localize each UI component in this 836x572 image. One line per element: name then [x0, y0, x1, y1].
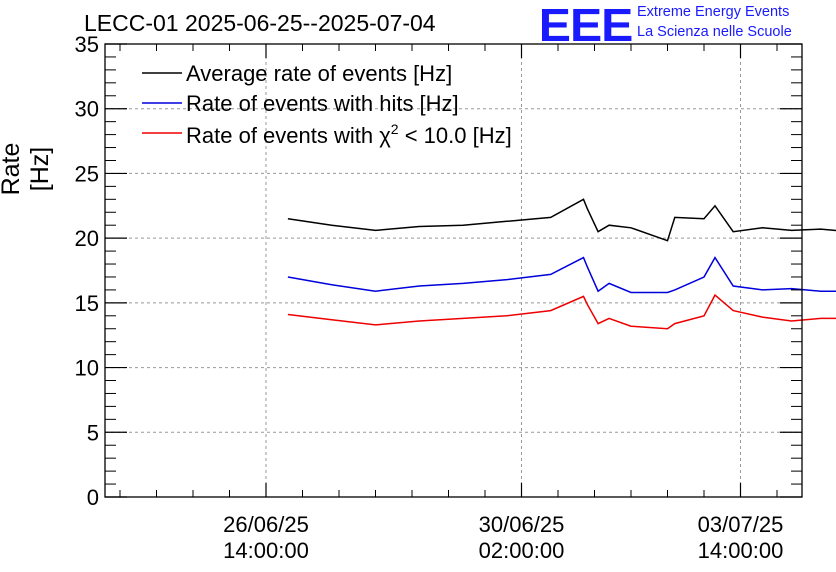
eee-logo: EEE	[538, 0, 634, 51]
legend-label-avg: Average rate of events [Hz]	[186, 61, 452, 86]
series-line-2	[287, 293, 836, 330]
plot-frame	[104, 43, 803, 498]
logo-line1: Extreme Energy Events	[637, 4, 790, 20]
legend-label-hits: Rate of events with hits [Hz]	[186, 91, 459, 116]
legend-label-chi2: Rate of events with χ2 < 10.0 [Hz]	[186, 121, 512, 148]
y-axis: 0 5 10 15 20 25 30 35	[75, 32, 802, 510]
x-tick-label-date: 03/07/25	[698, 512, 784, 537]
x-axis: 26/06/2514:00:0030/06/2502:00:0003/07/25…	[119, 44, 784, 563]
y-tick-label: 10	[75, 356, 99, 381]
x-tick-label-time: 14:00:00	[223, 538, 309, 563]
x-tick-label-time: 02:00:00	[479, 538, 565, 563]
y-tick-label: 30	[75, 97, 99, 122]
series-line-0	[287, 198, 836, 242]
series-lines	[287, 198, 836, 330]
y-tick-label: 15	[75, 291, 99, 316]
y-tick-label: 5	[87, 420, 99, 445]
logo-line2: La Scienza nelle Scuole	[637, 24, 792, 40]
chart-title: LECC-01 2025-06-25--2025-07-04	[84, 10, 436, 36]
x-tick-label-time: 14:00:00	[698, 538, 784, 563]
y-tick-label: 0	[87, 485, 99, 510]
y-tick-label: 20	[75, 226, 99, 251]
x-tick-label-date: 26/06/25	[223, 512, 309, 537]
y-tick-label: 25	[75, 161, 99, 186]
y-tick-label: 35	[75, 32, 99, 57]
series-line-1	[287, 256, 836, 294]
legend: Average rate of events [Hz] Rate of even…	[142, 61, 512, 148]
grid-lines	[105, 44, 802, 497]
x-tick-label-date: 30/06/25	[479, 512, 565, 537]
